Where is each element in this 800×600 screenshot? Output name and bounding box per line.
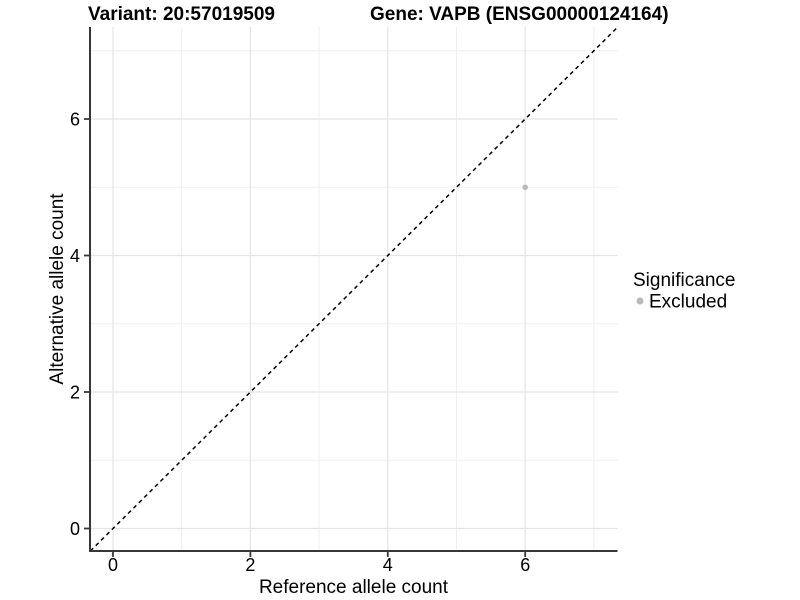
legend-title: Significance <box>633 270 735 291</box>
legend: Significance Excluded <box>633 270 735 313</box>
axis-tick-labels: 0 2 4 6 0 2 4 6 <box>70 110 530 576</box>
y-tick-label: 2 <box>70 383 80 403</box>
x-tick-label: 4 <box>383 555 393 575</box>
x-tick-label: 0 <box>108 555 118 575</box>
plot-title-variant: Variant: 20:57019509 <box>88 4 275 25</box>
identity-line-layer <box>90 27 618 551</box>
x-tick-label: 2 <box>245 555 255 575</box>
y-axis-title: Alternative allele count <box>47 193 68 385</box>
y-tick-label: 0 <box>70 519 80 539</box>
axis-ticks <box>84 118 527 557</box>
data-point <box>522 184 528 191</box>
x-tick-label: 6 <box>520 555 530 575</box>
legend-key-dot-icon <box>636 297 644 305</box>
y-tick-label: 6 <box>70 110 80 130</box>
legend-item-excluded: Excluded <box>649 292 727 313</box>
x-axis-title: Reference allele count <box>259 577 449 598</box>
major-gridlines <box>90 27 618 551</box>
y-tick-label: 4 <box>70 246 80 266</box>
minor-gridlines <box>90 27 618 551</box>
data-points-layer <box>522 184 528 191</box>
identity-dashed-line <box>90 27 618 551</box>
plot-title-gene: Gene: VAPB (ENSG00000124164) <box>370 4 669 25</box>
